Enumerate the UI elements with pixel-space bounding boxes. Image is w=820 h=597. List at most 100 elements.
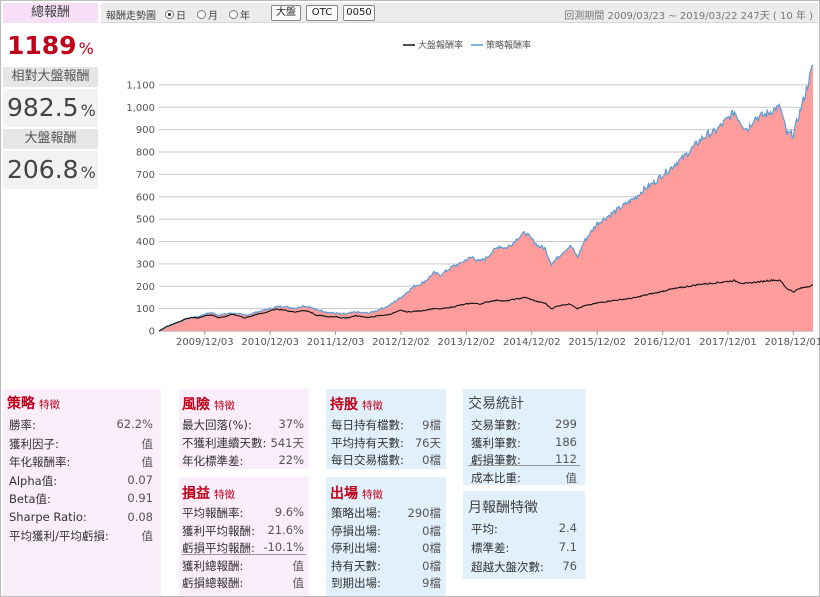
stat-value: 值 (141, 529, 154, 543)
stat-label: 獲利總報酬: (182, 558, 244, 573)
radio-year-dot[interactable] (229, 10, 238, 19)
stat-value: 0.07 (127, 472, 153, 487)
panel-strategy: 策略 特徵 勝率: 62.2% 獲利因子: 值年化報酬率: 值 Alpha值: 0.07 Bet… (3, 389, 161, 596)
stat-label: 停利出場: (331, 541, 381, 555)
stat-row: 到期出場: 9檔 (331, 575, 441, 591)
y-tick-label: 1,000 (126, 103, 155, 114)
total-return-value-box: 1189% (3, 27, 98, 65)
stat-label: 停損出場: (331, 523, 381, 538)
stat-label: 交易筆數: (471, 418, 521, 432)
stat-row: 最大回落(%): 37% (182, 417, 304, 433)
radio-year[interactable]: 年 (229, 7, 250, 22)
x-axis-ticks: 2009/12/03 2010/12/03 2011/12/03 2012/12/02… (176, 331, 820, 348)
relative-return-value: 982.5 (7, 93, 79, 122)
stat-value: 22% (278, 453, 304, 467)
stat-value: 0檔 (422, 523, 441, 538)
radio-day[interactable]: 日 (165, 7, 186, 22)
stat-label: 每日持有檔數: (331, 418, 404, 432)
stat-value: -10.1% (263, 540, 304, 554)
radio-year-label: 年 (240, 11, 250, 22)
panel-strategy-title-sub: 特徵 (39, 399, 60, 411)
stat-label: 每日交易檔數: (331, 453, 404, 467)
stat-row: 獲利因子: 值 (9, 436, 153, 452)
stat-label: 勝率: (9, 418, 36, 432)
legend-strategy-label: 策略報酬率 (486, 39, 531, 51)
stat-row: 獲利總報酬: 值 (182, 558, 304, 574)
market-button[interactable]: 大盤 (271, 5, 301, 21)
x-tick-label: 2010/12/03 (241, 337, 299, 348)
stat-label: 虧損平均報酬: (182, 541, 255, 555)
stat-row: 虧損筆數: 112 (471, 452, 577, 468)
stat-label: Sharpe Ratio: (9, 509, 87, 524)
stat-value: 值 (292, 558, 305, 573)
stat-row: 平均報酬率: 9.6% (182, 505, 304, 521)
y-tick-label: 700 (136, 170, 155, 181)
stat-value: 112 (555, 452, 577, 466)
stat-value: 0.91 (127, 491, 153, 505)
panel-trades-title: 交易統計 (468, 393, 524, 413)
panel-pnl-title-sub: 特徵 (214, 489, 235, 501)
stat-value: 299 (555, 417, 577, 431)
toolbar-label: 報酬走勢圖 (106, 11, 156, 22)
y-tick-label: 800 (136, 148, 155, 159)
stat-row: 年化報酬率: 值 (9, 454, 153, 470)
stat-label: 不獲利連續天數: (182, 436, 267, 450)
radio-day-label: 日 (176, 11, 186, 22)
radio-month-label: 月 (208, 11, 218, 22)
panel-pnl-title-main: 損益 (182, 486, 210, 502)
radio-month-dot[interactable] (197, 10, 206, 19)
panel-holding-title: 持股 特徵 (330, 394, 383, 414)
stat-value: 186 (555, 434, 577, 449)
stat-value: 0檔 (422, 541, 441, 555)
stat-value: 值 (565, 470, 578, 485)
stat-row: 交易筆數: 299 (471, 417, 577, 433)
stat-row: 獲利筆數: 186 (471, 435, 577, 451)
stat-row: 每日交易檔數: 0檔 (331, 452, 441, 468)
stat-row: 平均持有天數: 76天 (331, 435, 441, 451)
x-tick-label: 2018/12/01 (765, 337, 820, 348)
stat-value: 7.1 (558, 540, 577, 554)
total-return-label: 總報酬 (3, 3, 98, 23)
radio-month[interactable]: 月 (197, 7, 218, 22)
return-chart-svg: 大盤報酬率 策略報酬率 0 100 200 300 400 500 600 700 800 900… (126, 39, 820, 348)
x-tick-label: 2012/12/02 (372, 337, 430, 348)
panel-monthly: 月報酬特徵 平均: 2.4 標準差: 7.1 超越大盤次數: 76 (463, 491, 585, 579)
stat-row: 策略出場: 290檔 (331, 505, 441, 521)
panel-strategy-title: 策略 特徵 (7, 393, 60, 413)
x-tick-label: 2014/12/02 (503, 337, 561, 348)
relative-return-value-box: 982.5% (3, 89, 98, 127)
stat-row: 獲利平均報酬: 21.6% (182, 523, 304, 539)
panel-risk-title-sub: 特徵 (214, 400, 235, 412)
radio-day-dot[interactable] (165, 10, 174, 19)
stat-value: 76 (562, 559, 577, 573)
panel-trades-separator (468, 465, 580, 466)
y-tick-label: 100 (136, 304, 155, 315)
y-tick-label: 400 (136, 237, 155, 248)
y-tick-label: 600 (136, 192, 155, 203)
stat-row: 虧損總報酬: 值 (182, 575, 304, 591)
stat-label: 年化標準差: (182, 454, 244, 468)
panel-monthly-title: 月報酬特徵 (468, 497, 538, 517)
stat-value: 9檔 (422, 576, 441, 590)
otc-button[interactable]: OTC (306, 5, 338, 21)
stat-row: 標準差: 7.1 (471, 540, 577, 556)
stat-label: 獲利平均報酬: (182, 523, 255, 538)
x-tick-label: 2017/12/01 (699, 337, 757, 348)
chart-toolbar: 報酬走勢圖 日 月 年 大盤 OTC 0050 回測期間 2009/03/23 … (101, 3, 818, 23)
stat-row: 平均獲利/平均虧損: 值 (9, 528, 153, 544)
stat-label: 平均: (471, 522, 498, 536)
y-tick-label: 0 (149, 327, 155, 338)
panel-holding-title-main: 持股 (330, 397, 358, 413)
stat-label: 策略出場: (331, 506, 381, 520)
stat-label: 成本比重: (471, 470, 521, 485)
stat-row: 停利出場: 0檔 (331, 540, 441, 556)
stat-value: 290檔 (407, 506, 441, 520)
stat-label: 標準差: (471, 541, 510, 555)
etf-0050-button[interactable]: 0050 (343, 5, 375, 21)
stat-row: Sharpe Ratio: 0.08 (9, 510, 153, 524)
chart-plot (158, 64, 814, 332)
stat-label: 年化報酬率: (9, 455, 71, 469)
stat-row: 年化標準差: 22% (182, 453, 304, 469)
y-tick-label: 200 (136, 282, 155, 293)
stat-value: 0.08 (127, 509, 153, 524)
